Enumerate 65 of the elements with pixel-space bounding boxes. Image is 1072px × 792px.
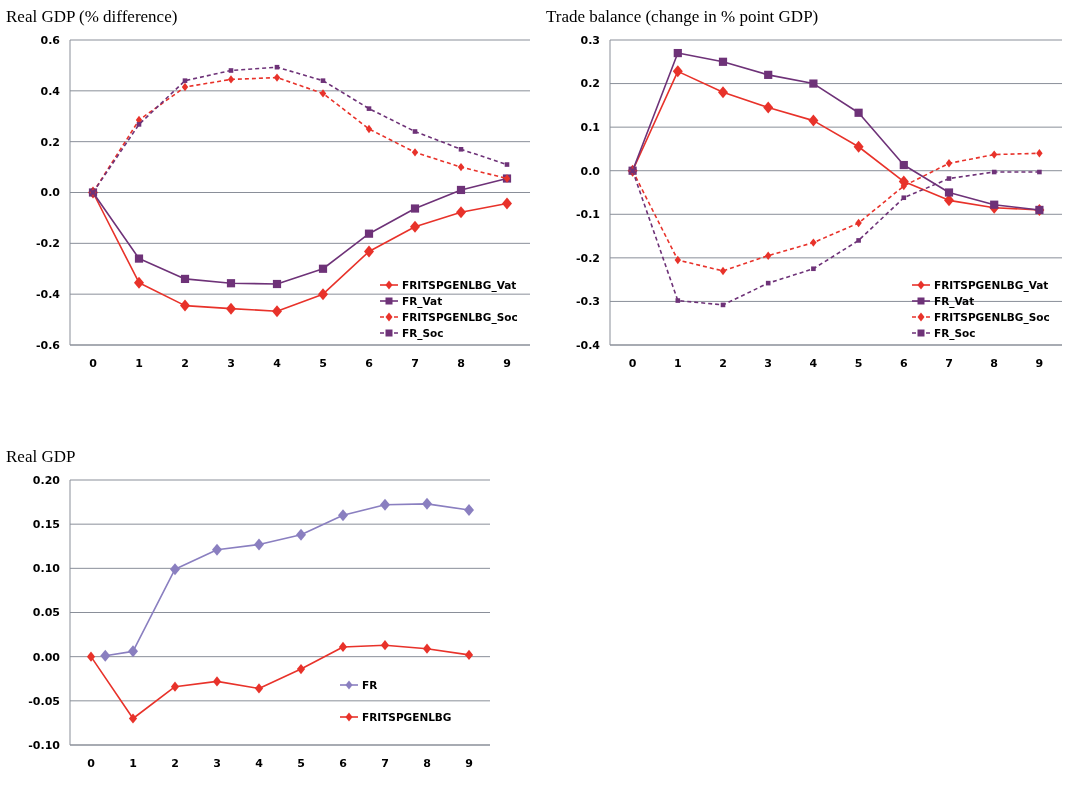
y-tick-label: -0.4 [575,338,601,352]
x-tick-label: 6 [365,357,374,370]
x-tick-label: 0 [87,757,96,770]
x-tick-label: 8 [990,357,999,370]
y-tick-label: -0.1 [575,208,600,222]
chart-title: Trade balance (change in % point GDP) [546,7,819,26]
x-tick-label: 2 [181,357,189,370]
y-tick-label: -0.05 [28,694,60,708]
y-tick-label: 0.10 [32,562,61,576]
x-tick-label: 9 [1035,357,1044,370]
x-tick-label: 3 [213,757,221,770]
x-tick-label: 7 [411,357,419,370]
y-tick-label: 0.4 [40,84,61,98]
y-tick-label: -0.2 [35,237,60,251]
x-tick-label: 5 [854,357,863,370]
x-tick-label: 4 [809,357,818,370]
legend-label: FR_Soc [934,326,976,340]
x-tick-label: 9 [503,357,511,370]
x-tick-label: 3 [764,357,773,370]
legend-label: FRITSPGENLBG_Soc [934,310,1050,324]
x-tick-label: 9 [465,757,473,770]
y-tick-label: 0.1 [580,120,600,134]
y-tick-label: 0.6 [40,33,61,47]
x-tick-label: 8 [457,357,465,370]
y-tick-label: 0.2 [580,77,600,91]
legend-label: FRITSPGENLBG_Soc [402,310,518,324]
x-tick-label: 7 [381,757,389,770]
y-tick-label: -0.6 [35,338,61,352]
legend-label: FR [362,678,378,691]
y-tick-label: -0.10 [28,738,61,752]
legend-label: FRITSPGENLBG_Vat [934,278,1049,292]
x-tick-label: 1 [673,357,682,370]
y-tick-label: -0.2 [575,251,600,265]
chart-title: Real GDP [6,447,76,466]
y-tick-label: -0.3 [575,295,600,309]
legend-label: FR_Vat [934,294,975,308]
y-tick-label: 0.3 [580,33,600,47]
x-tick-label: 1 [135,357,143,370]
legend-label: FR_Soc [402,326,444,340]
y-tick-label: 0.0 [40,186,61,200]
legend-label: FRITSPGENLBG_Vat [402,278,517,292]
chart-title: Real GDP (% difference) [6,7,178,26]
y-tick-label: 0.2 [40,135,60,149]
x-tick-label: 2 [171,757,179,770]
y-tick-label: 0.00 [32,650,61,664]
x-tick-label: 4 [273,357,282,370]
x-tick-label: 0 [628,357,637,370]
x-tick-label: 0 [89,357,98,370]
y-tick-label: -0.4 [35,288,61,302]
x-tick-label: 4 [255,757,264,770]
y-tick-label: 0.0 [580,164,601,178]
x-tick-label: 5 [319,357,327,370]
x-tick-label: 5 [297,757,305,770]
y-tick-label: 0.05 [32,606,60,620]
x-tick-label: 6 [899,357,908,370]
legend-label: FR_Vat [402,294,443,308]
x-tick-label: 2 [719,357,727,370]
y-tick-label: 0.20 [32,473,61,487]
legend-label: FRITSPGENLBG [362,710,452,723]
x-tick-label: 3 [227,357,235,370]
x-tick-label: 7 [945,357,953,370]
y-tick-label: 0.15 [32,518,60,532]
x-tick-label: 6 [339,757,348,770]
x-tick-label: 1 [129,757,137,770]
x-tick-label: 8 [423,757,431,770]
